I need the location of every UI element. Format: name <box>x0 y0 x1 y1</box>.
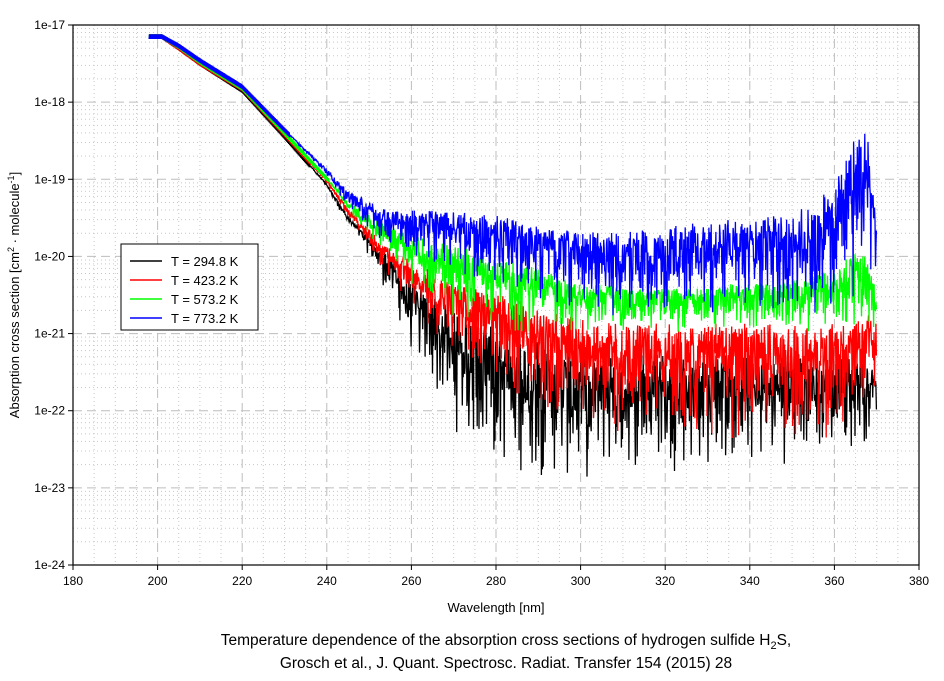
x-tick-label: 300 <box>571 574 591 588</box>
x-tick-label: 340 <box>740 574 760 588</box>
y-tick-label: 1e-22 <box>34 404 65 418</box>
x-tick-label: 240 <box>317 574 337 588</box>
x-tick-label: 220 <box>232 574 252 588</box>
series-line-3 <box>148 34 878 316</box>
y-tick-label: 1e-21 <box>34 327 65 341</box>
legend-box <box>120 243 259 331</box>
x-tick-label: 260 <box>401 574 421 588</box>
x-tick-label: 320 <box>655 574 675 588</box>
x-tick-label: 380 <box>909 574 929 588</box>
y-tick-label: 1e-20 <box>34 249 65 263</box>
tick-labels: 180 200 220 240 260 280 300 320 340 360 380 1e-17 1e… <box>34 18 929 588</box>
axes <box>68 24 920 570</box>
x-tick-label: 180 <box>63 574 83 588</box>
plot-series <box>148 34 878 477</box>
y-axis-label: Absorption cross section [cm2 · molecule… <box>6 172 22 418</box>
x-tick-label: 280 <box>486 574 506 588</box>
x-tick-label: 360 <box>824 574 844 588</box>
y-tick-label: 1e-19 <box>34 172 65 186</box>
caption-line-2: Grosch et al., J. Quant. Spectrosc. Radi… <box>280 655 732 672</box>
legend-label-2: T = 573.2 K <box>171 292 239 307</box>
y-tick-label: 1e-24 <box>34 558 65 572</box>
x-axis-label: Wavelength [nm] <box>447 600 544 615</box>
legend-label-0: T = 294.8 K <box>171 254 239 269</box>
x-tick-label: 200 <box>148 574 168 588</box>
y-tick-label: 1e-18 <box>34 95 65 109</box>
legend-label-1: T = 423.2 K <box>171 273 239 288</box>
legend: T = 294.8 K T = 423.2 K T = 573.2 K T = 773… <box>120 243 259 331</box>
legend-label-3: T = 773.2 K <box>171 311 239 326</box>
y-tick-label: 1e-23 <box>34 481 65 495</box>
y-tick-label: 1e-17 <box>34 18 65 32</box>
caption-line-1: Temperature dependence of the absorption… <box>221 632 792 652</box>
